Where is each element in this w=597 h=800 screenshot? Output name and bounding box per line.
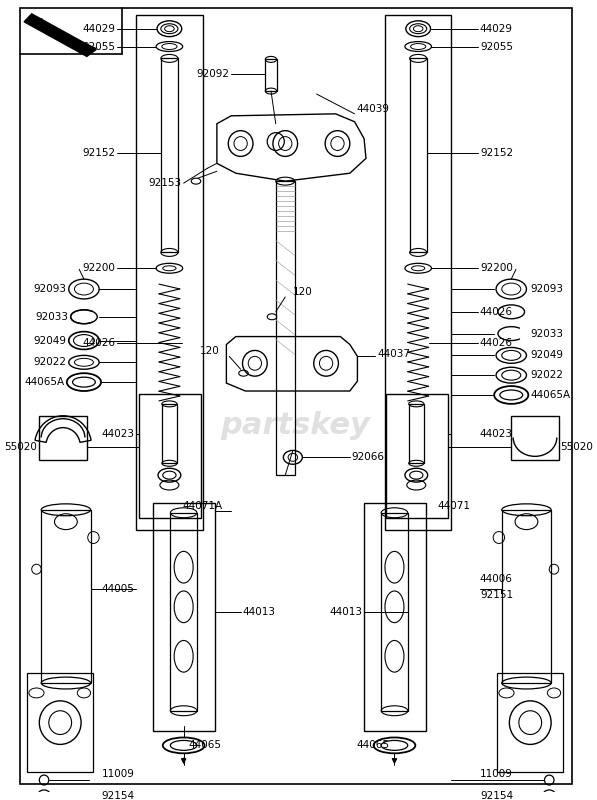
Text: partskey: partskey: [221, 411, 371, 440]
Text: 92092: 92092: [196, 70, 229, 79]
Text: 44013: 44013: [242, 606, 276, 617]
Bar: [265, 59, 276, 91]
Bar: [153, 503, 215, 730]
Text: 120: 120: [293, 287, 313, 297]
Bar: [364, 503, 426, 730]
Bar: [276, 181, 295, 475]
Bar: [409, 404, 424, 463]
Bar: [511, 416, 559, 460]
Text: 55020: 55020: [5, 442, 38, 453]
Bar: [386, 394, 448, 518]
Bar: [136, 15, 202, 530]
Text: 92200: 92200: [480, 263, 513, 274]
Text: 92055: 92055: [82, 42, 115, 51]
Text: 92154: 92154: [480, 791, 513, 800]
Polygon shape: [24, 14, 96, 57]
Text: 44026: 44026: [82, 338, 115, 347]
Bar: [139, 394, 201, 518]
Bar: [410, 58, 427, 253]
Text: 44037: 44037: [377, 350, 410, 359]
Text: 44013: 44013: [329, 606, 362, 617]
Text: 44026: 44026: [480, 338, 513, 347]
Bar: [497, 673, 564, 772]
Text: 44006: 44006: [480, 574, 513, 584]
Text: 92154: 92154: [101, 791, 134, 800]
Text: 44029: 44029: [82, 24, 115, 34]
Text: 92049: 92049: [530, 350, 563, 360]
Text: 44023: 44023: [101, 429, 134, 438]
Bar: [39, 416, 87, 460]
Text: 92022: 92022: [530, 370, 563, 380]
Bar: [381, 513, 408, 710]
Text: 44023: 44023: [480, 429, 513, 438]
Text: 44005: 44005: [101, 584, 134, 594]
Text: 44065: 44065: [189, 740, 221, 750]
Bar: [27, 673, 94, 772]
Text: 44039: 44039: [356, 104, 389, 114]
Bar: [161, 58, 178, 253]
Text: 11009: 11009: [101, 769, 134, 779]
Text: 92093: 92093: [34, 284, 67, 294]
Text: 44065: 44065: [357, 740, 390, 750]
Text: 44071A: 44071A: [183, 501, 223, 511]
Text: 92055: 92055: [480, 42, 513, 51]
Text: 11009: 11009: [480, 769, 513, 779]
Text: 92200: 92200: [82, 263, 115, 274]
Text: 92033: 92033: [36, 312, 69, 322]
Bar: [162, 404, 177, 463]
Text: 120: 120: [200, 346, 220, 357]
Text: 44029: 44029: [480, 24, 513, 34]
Bar: [385, 15, 451, 530]
Bar: [501, 510, 551, 683]
Text: 55020: 55020: [561, 442, 593, 453]
Text: 92152: 92152: [82, 149, 115, 158]
Text: 92049: 92049: [34, 335, 67, 346]
Text: 92151: 92151: [480, 590, 513, 600]
Text: 92152: 92152: [480, 149, 513, 158]
Text: 92033: 92033: [530, 329, 563, 338]
Text: 44026: 44026: [480, 307, 513, 317]
Text: 44071: 44071: [438, 501, 471, 511]
Text: 44065A: 44065A: [530, 390, 570, 400]
Text: 44065A: 44065A: [25, 377, 65, 387]
Text: 92093: 92093: [530, 284, 563, 294]
Bar: [41, 510, 91, 683]
Text: 92153: 92153: [149, 178, 181, 188]
Bar: [170, 513, 197, 710]
Text: 92066: 92066: [352, 452, 384, 462]
Text: 92022: 92022: [34, 358, 67, 367]
